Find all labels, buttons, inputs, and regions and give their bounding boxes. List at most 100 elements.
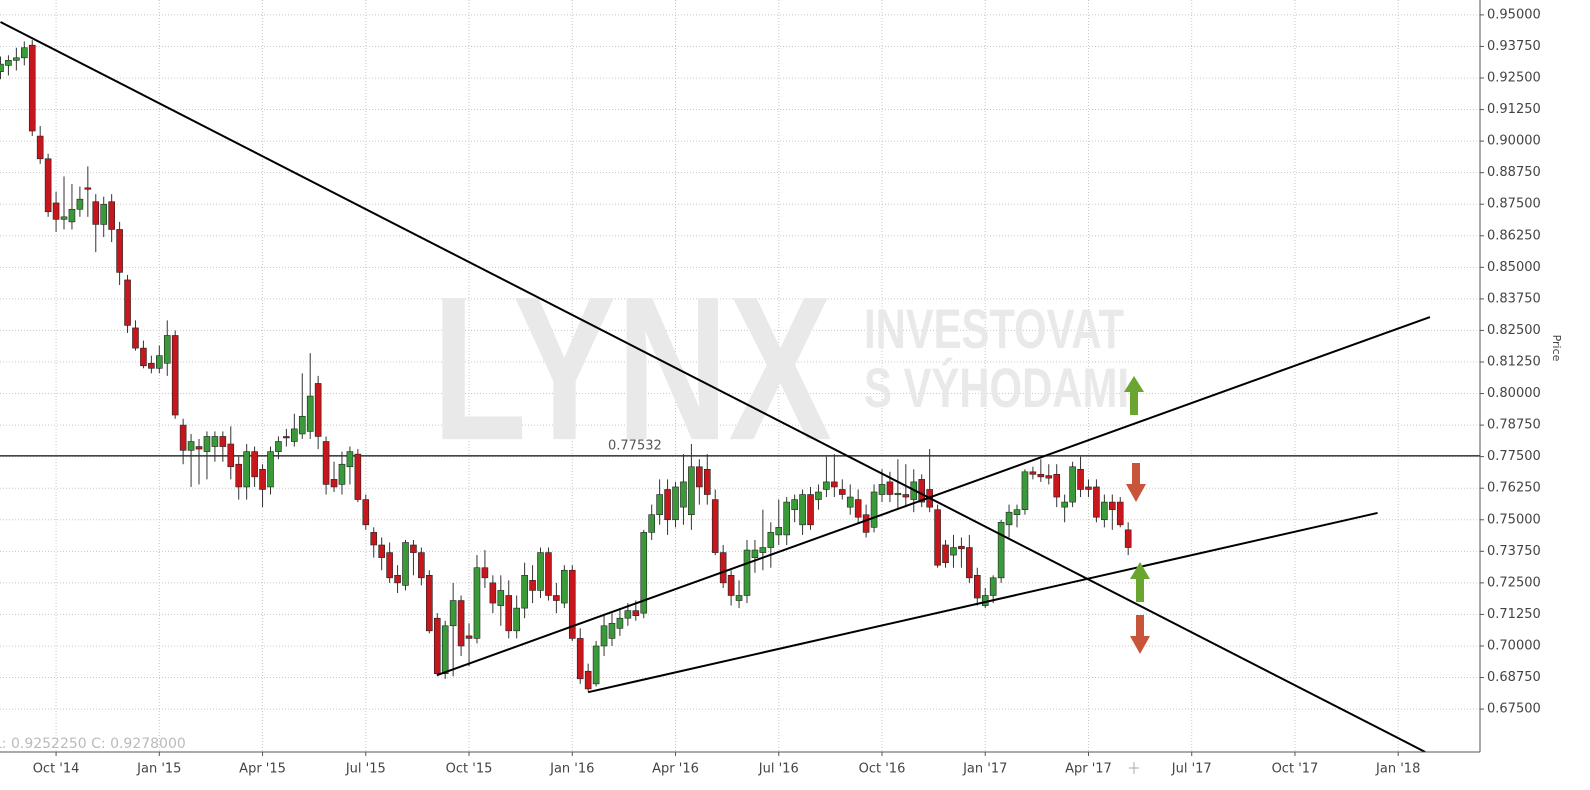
candle-body <box>314 383 322 437</box>
candle-body <box>966 547 973 579</box>
y-tick-label: 0.93750 <box>1487 39 1541 54</box>
candle-body <box>1109 501 1116 510</box>
x-tick-label: Jul '15 <box>345 762 386 777</box>
candle-body <box>1045 475 1053 479</box>
candle-body <box>13 57 20 61</box>
candle-body <box>640 532 648 614</box>
trendline <box>587 511 1378 694</box>
y-tick-label: 0.81250 <box>1487 354 1541 369</box>
x-tick-label: Jan '17 <box>962 762 1007 777</box>
candle-body <box>227 443 235 468</box>
candle-body <box>251 451 258 478</box>
cursor-marker <box>1129 762 1139 774</box>
y-tick-label: 0.67500 <box>1487 702 1541 717</box>
candle-body <box>886 481 894 495</box>
candle-body <box>846 496 854 508</box>
x-tick-label: Oct '17 <box>1272 762 1319 777</box>
candle-body <box>1021 471 1029 510</box>
candle-body <box>386 552 393 579</box>
candle-body <box>418 552 425 579</box>
candle-body <box>942 544 949 563</box>
x-tick-label: Jul '16 <box>758 762 799 777</box>
candle-body <box>727 574 735 596</box>
candle-body <box>870 491 878 528</box>
y-tick-label: 0.78750 <box>1487 418 1541 433</box>
candle-body <box>354 453 362 500</box>
candle-body <box>807 494 814 526</box>
y-tick-label: 0.91250 <box>1487 102 1541 117</box>
candle-body <box>918 479 926 503</box>
x-tick-label: Oct '14 <box>33 762 80 777</box>
level-label: 0.77532 <box>608 438 662 453</box>
x-tick-label: Jan '15 <box>136 762 181 777</box>
candle-body <box>322 441 330 485</box>
candle-body <box>1005 511 1013 526</box>
signal-arrows <box>1124 376 1150 654</box>
trendline <box>0 21 1426 752</box>
candle-body <box>68 208 76 223</box>
y-tick-label: 0.95000 <box>1487 7 1541 22</box>
plot-area <box>0 21 1480 752</box>
candle-body <box>203 436 211 452</box>
y-axis-title: Price <box>1550 335 1563 362</box>
candle-body <box>537 552 544 591</box>
candle-body <box>394 574 401 584</box>
candle-body <box>1116 501 1124 526</box>
candle-body <box>545 552 552 596</box>
candle-body <box>163 335 171 364</box>
candle-body <box>259 468 266 490</box>
candle-body <box>688 466 695 516</box>
candle-body <box>52 202 60 220</box>
candle-body <box>267 451 274 488</box>
candle-body <box>211 436 219 447</box>
candle-body <box>783 501 790 536</box>
candle-body <box>457 600 465 647</box>
candle-body <box>584 670 592 690</box>
y-tick-label: 0.77500 <box>1487 449 1541 464</box>
candle-body <box>235 463 243 488</box>
candle-body <box>433 617 441 675</box>
candle-body <box>100 203 108 225</box>
candle-body <box>648 514 655 533</box>
candle-body <box>473 567 481 639</box>
candle-body <box>497 590 505 606</box>
candle-body <box>989 577 997 596</box>
candle-body <box>791 499 798 510</box>
y-tick-label: 0.72500 <box>1487 575 1541 590</box>
x-tick-label: Jan '18 <box>1375 762 1420 777</box>
candle-body <box>1069 466 1076 503</box>
candle-body <box>243 451 250 488</box>
candle-body <box>116 229 123 273</box>
candle-body <box>156 355 163 369</box>
up-arrow <box>1124 376 1144 415</box>
y-tick-label: 0.87500 <box>1487 197 1541 212</box>
x-tick-label: Jul '17 <box>1171 762 1212 777</box>
candle-body <box>775 527 783 536</box>
y-tick-label: 0.75000 <box>1487 512 1541 527</box>
trendline <box>436 316 1431 676</box>
candle-body <box>799 494 806 526</box>
candle-body <box>441 625 449 675</box>
candle-body <box>616 617 624 629</box>
candle-body <box>505 595 513 632</box>
candle-body <box>751 549 759 558</box>
candle-body <box>465 635 473 639</box>
candle-body <box>1101 501 1108 521</box>
candle-body <box>521 574 528 609</box>
candle-body <box>815 491 822 500</box>
candle-body <box>1061 501 1068 508</box>
candle-body <box>1124 529 1132 548</box>
candle-body <box>838 489 846 495</box>
candle-body <box>426 574 433 632</box>
candle-body <box>561 569 568 604</box>
candle-body <box>171 335 179 416</box>
y-tick-label: 0.85000 <box>1487 260 1541 275</box>
candle-body <box>513 607 520 632</box>
candle-body <box>21 47 28 59</box>
candle-body <box>489 582 497 604</box>
candle-body <box>481 567 489 579</box>
y-tick-label: 0.68750 <box>1487 670 1541 685</box>
candle-body <box>108 201 115 230</box>
candle-body <box>1053 474 1061 498</box>
